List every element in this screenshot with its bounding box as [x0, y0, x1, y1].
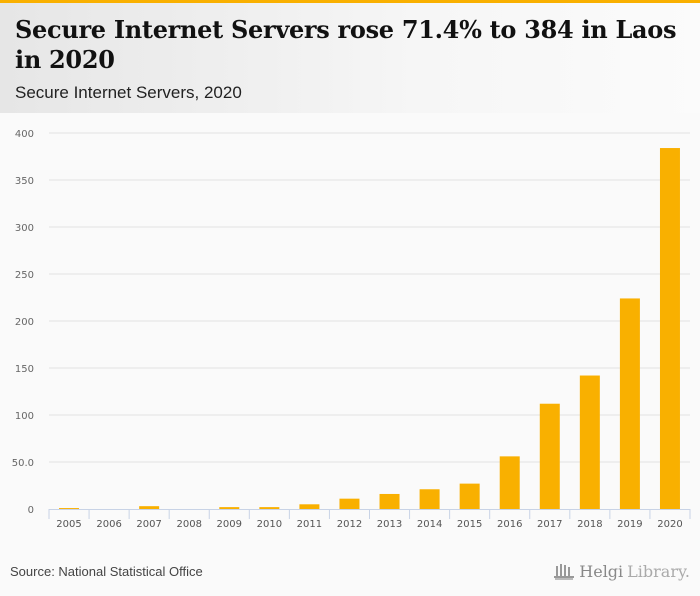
y-tick-label: 350 [15, 176, 34, 187]
bar-2010[interactable] [259, 507, 280, 509]
x-tick-label: 2013 [377, 519, 402, 530]
x-tick-label: 2005 [56, 519, 81, 530]
x-tick-label: 2017 [537, 519, 562, 530]
bar-2012[interactable] [339, 498, 360, 509]
helgilibrary-logo[interactable]: Helgi Library. [553, 562, 690, 581]
bar-2009[interactable] [219, 507, 240, 509]
bar-2014[interactable] [419, 489, 440, 509]
x-tick-label: 2019 [617, 519, 642, 530]
x-tick-label: 2014 [417, 519, 442, 530]
x-axis: 2005 2006 2007 2008 2009 2010 2011 2012 2013 2014… [48, 509, 691, 530]
y-tick-label: 0 [28, 505, 34, 516]
source-note: Source: National Statistical Office [10, 564, 203, 579]
bar-2019[interactable] [619, 298, 640, 509]
logo-text-main: Helgi [579, 562, 624, 581]
x-tick-label: 2009 [217, 519, 242, 530]
y-tick-label: 400 [15, 129, 34, 140]
y-tick-label: 200 [15, 317, 34, 328]
x-tick-label: 2016 [497, 519, 522, 530]
y-tick-label: 300 [15, 223, 34, 234]
x-tick-label: 2008 [176, 519, 201, 530]
library-building-icon [554, 563, 575, 580]
y-tick-label: 150 [15, 364, 34, 375]
y-axis-ticks: 0 50.0 100 150 200 250 300 350 400 [12, 129, 34, 516]
bars [59, 148, 680, 509]
bar-2017[interactable] [539, 403, 560, 509]
accent-bar [0, 0, 700, 3]
bar-2016[interactable] [499, 456, 520, 509]
bar-2020[interactable] [659, 148, 680, 509]
x-tick-label: 2012 [337, 519, 362, 530]
chart-subtitle: Secure Internet Servers, 2020 [15, 83, 242, 102]
bar-2018[interactable] [579, 375, 600, 509]
x-tick-label: 2010 [257, 519, 282, 530]
bar-2011[interactable] [299, 504, 320, 509]
y-tick-label: 100 [15, 411, 34, 422]
x-tick-label: 2015 [457, 519, 482, 530]
bar-2013[interactable] [379, 493, 400, 509]
x-tick-label: 2006 [96, 519, 121, 530]
logo-text-sub: Library. [627, 562, 690, 581]
x-tick-label: 2020 [657, 519, 682, 530]
bar-2015[interactable] [459, 483, 480, 509]
y-tick-label: 50.0 [12, 458, 34, 469]
x-tick-label: 2007 [136, 519, 161, 530]
bar-2005[interactable] [59, 508, 80, 509]
y-tick-label: 250 [15, 270, 34, 281]
chart-title: Secure Internet Servers rose 71.4% to 38… [15, 15, 677, 74]
x-tick-label: 2011 [297, 519, 322, 530]
x-tick-label: 2018 [577, 519, 602, 530]
chart-header: Secure Internet Servers rose 71.4% to 38… [0, 3, 700, 113]
bar-2007[interactable] [139, 506, 160, 509]
